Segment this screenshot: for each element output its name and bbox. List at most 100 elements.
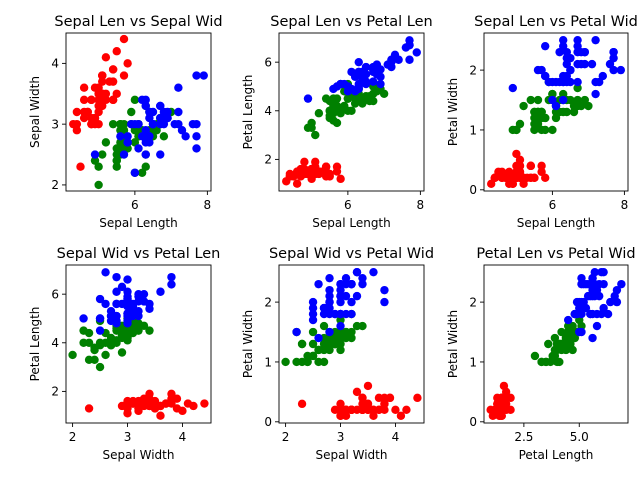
data-point-versicolor: [130, 138, 140, 147]
data-point-setosa: [318, 167, 327, 176]
x-tick-label: 5.0: [570, 430, 589, 444]
data-point-virginica: [555, 47, 564, 57]
data-point-virginica: [137, 95, 147, 105]
data-point-setosa: [300, 157, 309, 167]
data-point-versicolor: [297, 339, 307, 349]
data-point-setosa: [167, 389, 176, 399]
data-point-versicolor: [112, 156, 121, 165]
data-point-virginica: [609, 47, 618, 57]
y-axis-label: Petal Length: [241, 75, 255, 150]
y-axis-label: Petal Width: [446, 78, 460, 146]
data-point-versicolor: [101, 350, 110, 360]
data-point-virginica: [350, 72, 360, 81]
data-point-virginica: [559, 71, 568, 81]
data-point-versicolor: [573, 83, 582, 93]
x-tick-label: 4: [392, 430, 400, 444]
data-point-setosa: [285, 172, 295, 181]
data-point-setosa: [94, 119, 103, 129]
data-point-virginica: [347, 297, 356, 307]
data-point-setosa: [94, 101, 103, 111]
data-point-setosa: [292, 179, 302, 188]
data-point-setosa: [101, 89, 111, 98]
data-point-setosa: [72, 107, 82, 117]
data-point-virginica: [123, 319, 132, 328]
data-point-virginica: [174, 119, 183, 129]
data-point-versicolor: [537, 113, 546, 123]
data-point-setosa: [139, 401, 149, 411]
data-point-versicolor: [546, 357, 555, 367]
points-group: [69, 34, 208, 190]
data-point-virginica: [325, 327, 334, 337]
data-point-virginica: [101, 299, 110, 309]
data-point-versicolor: [311, 130, 320, 140]
data-point-versicolor: [152, 126, 161, 135]
data-point-virginica: [340, 79, 349, 89]
data-point-virginica: [123, 275, 132, 284]
x-axis-label: Petal Length: [519, 448, 594, 462]
data-point-virginica: [199, 71, 208, 80]
data-point-virginica: [376, 79, 385, 89]
data-point-versicolor: [515, 119, 525, 129]
data-point-versicolor: [544, 339, 553, 349]
data-point-virginica: [319, 303, 329, 313]
y-tick-label: 4: [264, 104, 272, 118]
data-point-versicolor: [84, 328, 94, 338]
points-group: [282, 36, 421, 188]
data-point-virginica: [595, 279, 604, 289]
axes-frame: [483, 32, 629, 192]
data-point-versicolor: [347, 106, 356, 115]
data-point-virginica: [177, 126, 187, 135]
data-point-virginica: [591, 35, 600, 45]
data-point-virginica: [127, 119, 136, 129]
axes-frame: [278, 264, 425, 424]
data-point-virginica: [577, 327, 586, 337]
data-point-versicolor: [530, 119, 539, 129]
points-group: [281, 267, 422, 421]
x-axis-label: Sepal Length: [312, 216, 391, 230]
data-point-virginica: [376, 72, 385, 81]
data-point-setosa: [332, 162, 342, 171]
data-point-setosa: [336, 411, 345, 421]
subplot-title: Sepal Wid vs Petal Len: [57, 246, 221, 262]
data-point-versicolor: [365, 96, 374, 106]
data-point-virginica: [325, 285, 334, 295]
data-point-virginica: [325, 273, 334, 283]
data-point-versicolor: [548, 125, 557, 135]
data-point-versicolor: [319, 321, 329, 331]
data-point-virginica: [314, 333, 323, 343]
data-point-versicolor: [358, 321, 367, 331]
data-point-versicolor: [308, 339, 318, 349]
x-tick-label: 3: [337, 430, 345, 444]
subplot-title: Sepal Len vs Sepal Wid: [54, 14, 222, 30]
data-point-virginica: [156, 119, 165, 129]
data-point-setosa: [515, 161, 525, 171]
data-point-setosa: [396, 411, 406, 421]
data-point-virginica: [329, 84, 338, 94]
data-point-virginica: [590, 267, 599, 277]
data-point-versicolor: [325, 339, 334, 349]
data-point-setosa: [119, 34, 129, 44]
data-point-virginica: [112, 272, 121, 282]
data-point-virginica: [343, 87, 353, 96]
data-point-setosa: [512, 149, 521, 159]
data-point-versicolor: [519, 101, 528, 111]
data-point-virginica: [112, 319, 121, 328]
data-point-virginica: [369, 65, 378, 74]
data-point-virginica: [145, 107, 154, 117]
data-point-setosa: [311, 157, 320, 167]
data-point-versicolor: [95, 362, 105, 372]
data-point-virginica: [192, 119, 201, 129]
data-point-virginica: [145, 113, 154, 123]
data-point-virginica: [573, 59, 582, 69]
data-point-virginica: [159, 107, 169, 117]
data-point-versicolor: [314, 109, 324, 118]
data-point-setosa: [123, 401, 132, 411]
data-point-virginica: [577, 309, 586, 319]
data-point-virginica: [559, 95, 568, 105]
data-point-setosa: [336, 399, 345, 409]
data-point-virginica: [192, 71, 201, 80]
x-tick-label: 6: [131, 198, 139, 212]
data-point-versicolor: [307, 123, 316, 132]
data-point-versicolor: [159, 132, 169, 141]
data-point-versicolor: [112, 162, 121, 171]
